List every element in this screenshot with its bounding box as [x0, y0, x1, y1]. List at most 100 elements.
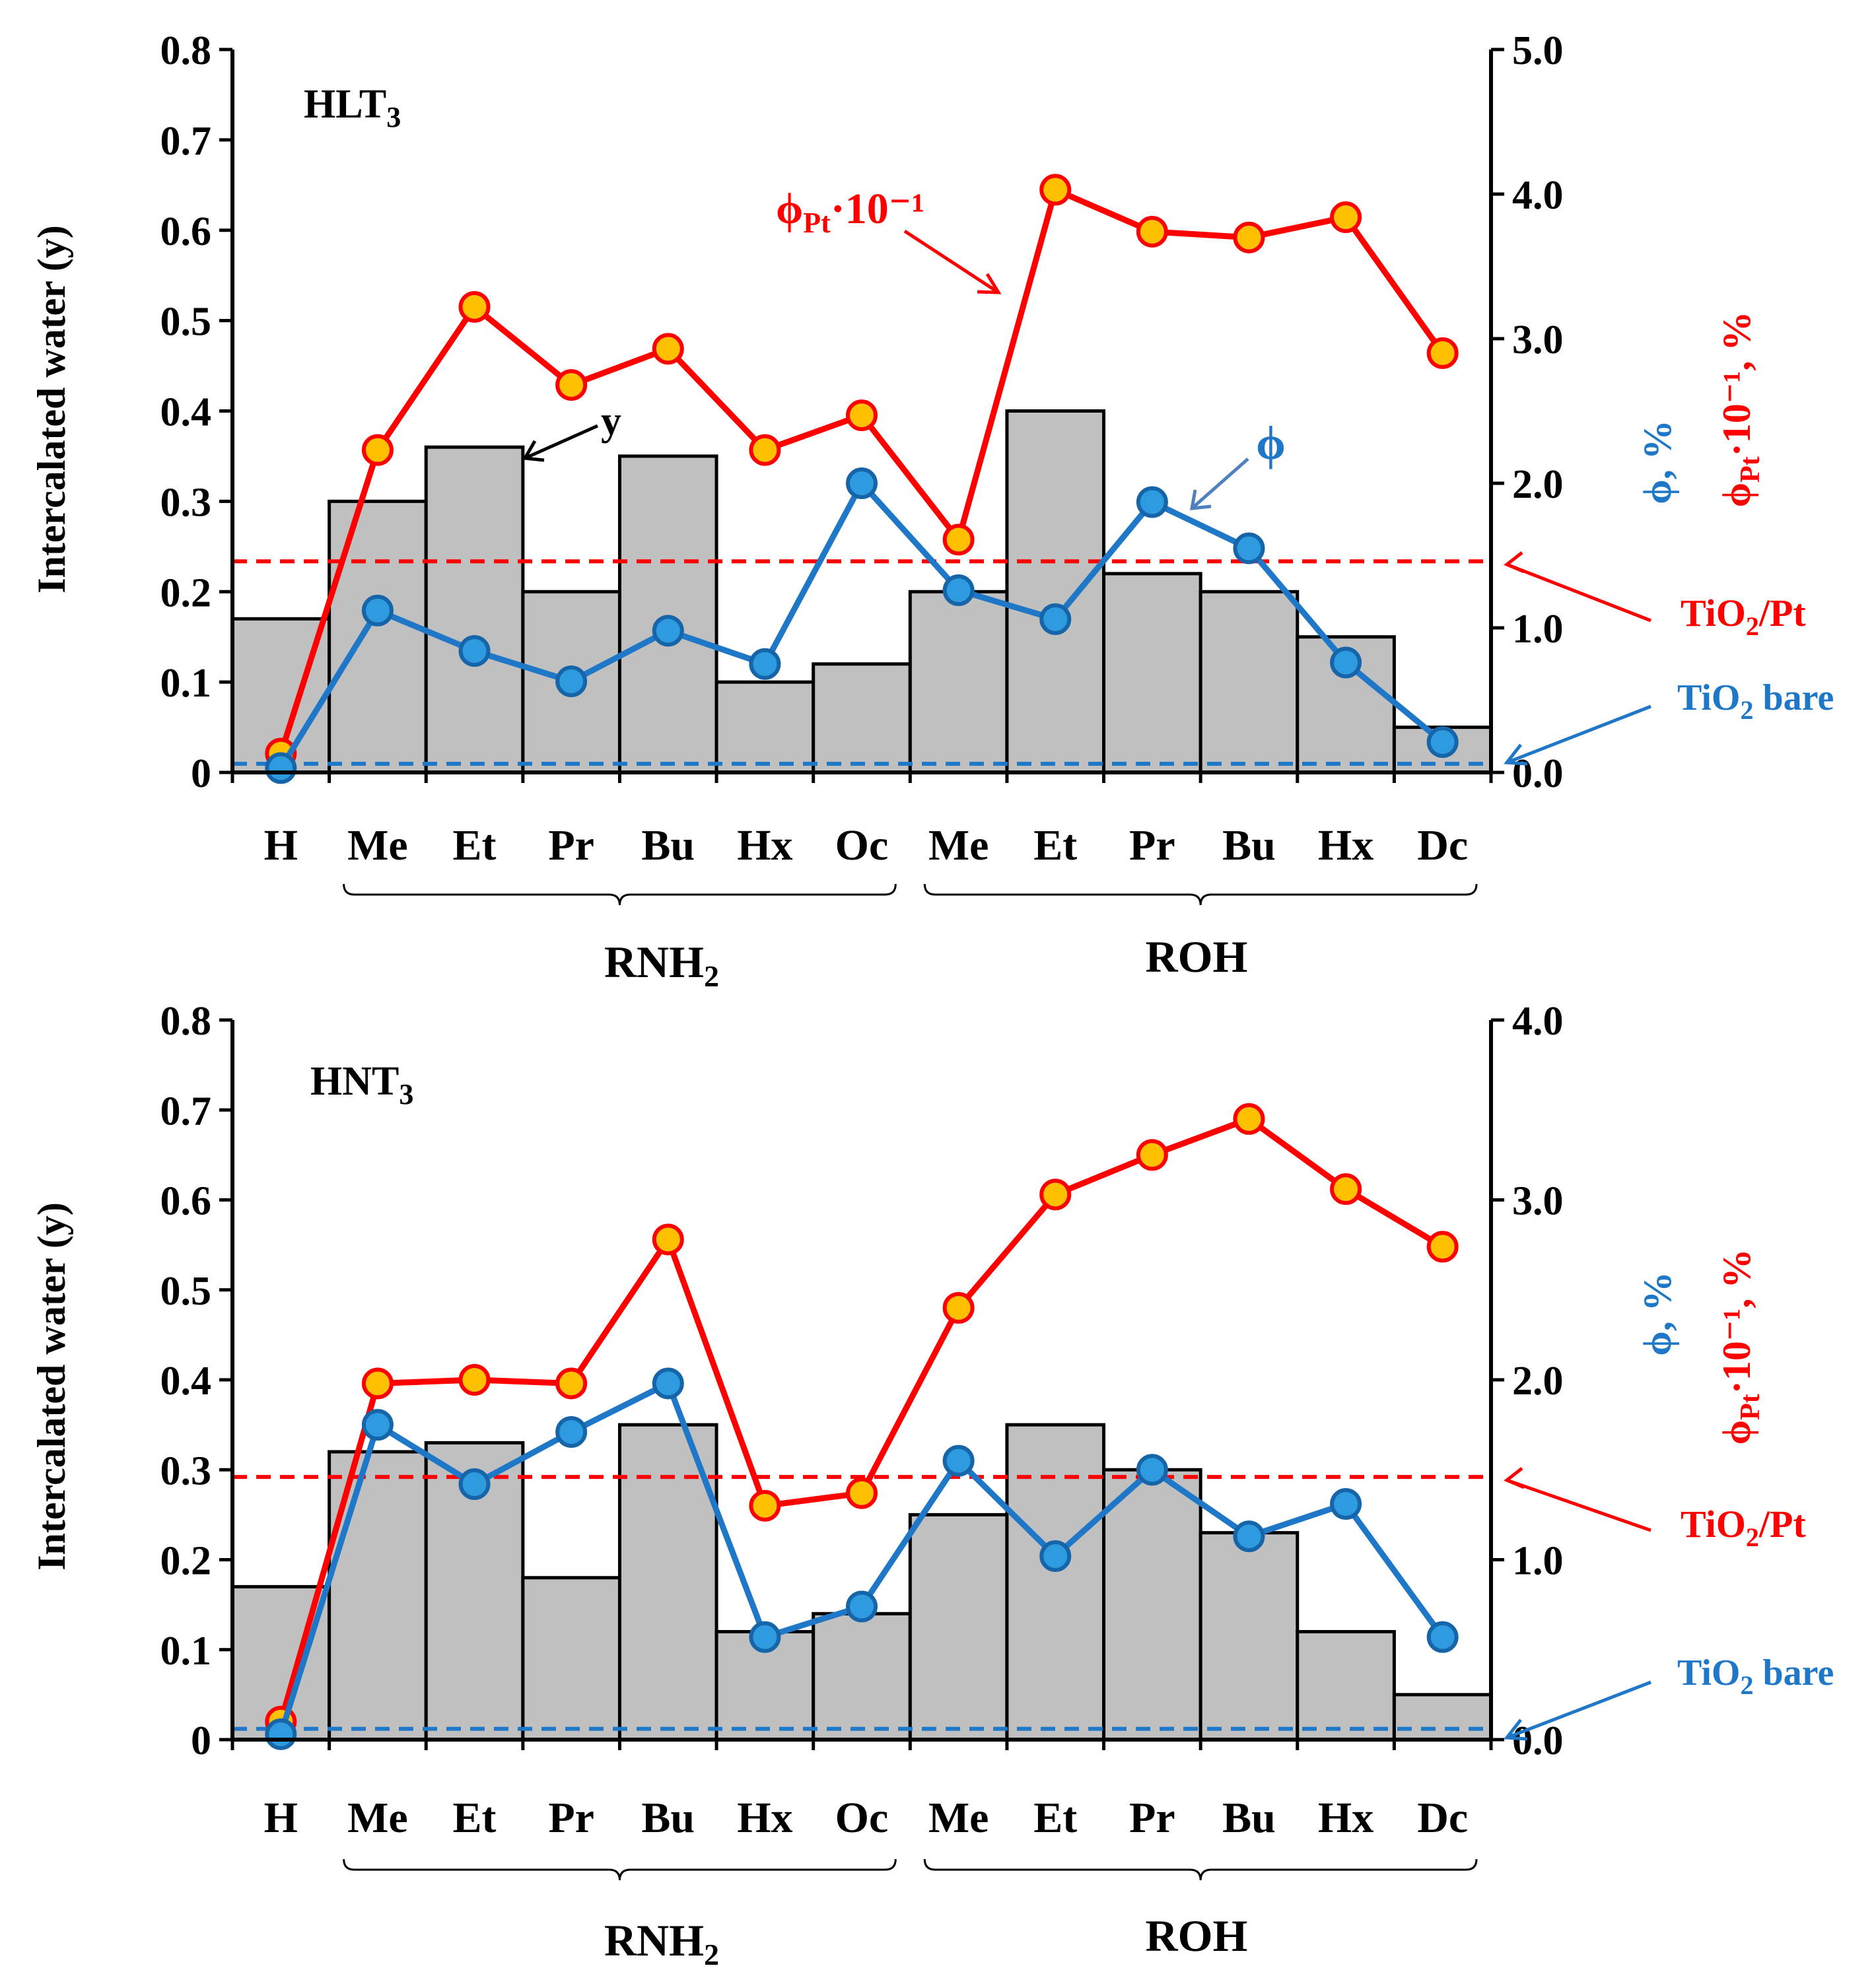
annotation-tio2bare: TiO2 bare — [1677, 1652, 1834, 1700]
phi-pt-point-8 — [1039, 174, 1072, 206]
category-label-9: Pr — [1129, 821, 1175, 869]
bar-hx-11 — [1296, 1630, 1396, 1742]
annotation-tio2pt-arrow — [1506, 562, 1651, 623]
category-label-9: Pr — [1129, 1794, 1175, 1842]
bar-bu-10 — [1199, 1531, 1300, 1742]
phi-pt-point-10 — [1233, 1103, 1265, 1135]
phi-point-0 — [265, 1718, 297, 1750]
annotation-tio2bare-arrow — [1506, 1680, 1651, 1740]
y-axis-left-label: Intercalated water (y) — [30, 1202, 73, 1571]
phi-pt-point-7 — [942, 524, 975, 556]
y-tick-label-left: 0.5 — [160, 1269, 212, 1314]
y-tick-label-left: 0.8 — [160, 28, 212, 73]
panel-label: HNT3 — [310, 1059, 413, 1110]
category-label-5: Hx — [737, 821, 792, 869]
phi-point-5 — [749, 648, 781, 680]
bar-me-7 — [908, 590, 1009, 774]
y-tick-label-left: 0.1 — [160, 1629, 212, 1674]
category-label-8: Et — [1033, 821, 1077, 869]
phi-pt-point-5 — [749, 1489, 781, 1522]
y-axis-phi-label: ϕ, % — [1636, 420, 1679, 504]
category-labels: H Me Et Pr Bu Hx Oc Me Et Pr Bu Hx Dc — [264, 821, 1469, 869]
phi-pt-point-4 — [652, 333, 684, 365]
y-tick-label-left: 0.7 — [160, 1089, 212, 1134]
phi-point-4 — [652, 1367, 684, 1400]
phi-point-7 — [942, 1445, 975, 1477]
bar-dc-12 — [1392, 1693, 1493, 1742]
axes: 00.10.20.30.40.50.60.70.80.01.02.03.04.0 — [160, 999, 1564, 1763]
phi-point-8 — [1039, 603, 1072, 635]
annotation-phi-arrow — [1191, 458, 1249, 510]
category-label-10: Bu — [1222, 1794, 1276, 1842]
bar-et-8 — [1005, 1423, 1106, 1742]
annotation-tio2pt-arrowhead — [1504, 551, 1525, 574]
phi-point-3 — [555, 665, 588, 698]
phi-pt-point-3 — [555, 369, 588, 401]
phi-pt-point-5 — [749, 434, 781, 466]
y-tick-label-right: 3.0 — [1512, 318, 1564, 362]
bar-et-2 — [424, 445, 525, 774]
annotation-tio2pt: TiO2/Pt — [1681, 592, 1806, 641]
annotation-y-arrow — [524, 424, 599, 460]
phi-pt-point-6 — [846, 1477, 878, 1509]
reference-lines — [232, 1475, 1491, 1731]
annotation-tio2bare-arrowhead — [1504, 743, 1528, 766]
series-phi — [265, 1367, 1459, 1750]
group-brackets — [343, 1858, 1478, 1881]
bar-pr-3 — [521, 1576, 621, 1742]
bracket-roh — [923, 1858, 1478, 1881]
phi-point-2 — [458, 635, 491, 667]
category-label-12: Dc — [1417, 821, 1468, 869]
phi-point-11 — [1330, 646, 1362, 679]
category-labels: H Me Et Pr Bu Hx Oc Me Et Pr Bu Hx Dc — [264, 1794, 1469, 1842]
y-tick-label-left: 0.6 — [160, 1179, 212, 1224]
bar-hx-5 — [714, 680, 816, 774]
group-brackets — [343, 883, 1478, 906]
bar-me-1 — [328, 499, 428, 774]
category-label-5: Hx — [737, 1794, 792, 1842]
category-label-6: Oc — [835, 1794, 889, 1842]
category-label-7: Me — [928, 1794, 989, 1842]
y-tick-label-left: 0.4 — [160, 1359, 212, 1404]
category-label-3: Pr — [548, 1794, 594, 1842]
phi-pt-point-4 — [652, 1223, 684, 1256]
bar-oc-6 — [812, 662, 912, 774]
phi-pt-point-1 — [361, 1367, 394, 1400]
series-phi-pt — [265, 174, 1459, 770]
bracket-roh — [923, 883, 1478, 906]
y-tick-label-right: 5.0 — [1512, 28, 1564, 73]
bracket-rnh2 — [343, 1858, 897, 1881]
annotation-phipt-arrowhead — [977, 273, 1002, 294]
annotation-phi: ϕ — [1256, 417, 1286, 469]
category-label-2: Et — [453, 821, 497, 869]
category-label-7: Me — [928, 821, 989, 869]
y-tick-label-left: 0.3 — [160, 480, 212, 525]
category-label-3: Pr — [548, 821, 594, 869]
annotation-tio2pt-arrowhead — [1504, 1467, 1525, 1489]
reference-lines — [232, 559, 1491, 766]
series-phi — [265, 467, 1459, 784]
y-tick-label-left: 0.1 — [160, 661, 212, 706]
phi-point-10 — [1233, 532, 1265, 564]
group-label-rnh2: RNH2 — [604, 937, 719, 993]
category-label-8: Et — [1033, 1794, 1077, 1842]
phi-pt-point-2 — [458, 290, 491, 323]
group-label-rnh2: RNH2 — [604, 1915, 719, 1971]
y-tick-label-left: 0.6 — [160, 209, 212, 254]
category-label-1: Me — [347, 1794, 408, 1842]
category-label-11: Hx — [1318, 1794, 1373, 1842]
axes: 00.10.20.30.40.50.60.70.80.01.02.03.04.0… — [160, 28, 1564, 796]
y-tick-label-left: 0.5 — [160, 300, 212, 345]
y-tick-label-right: 2.0 — [1512, 1359, 1564, 1404]
y-tick-label-left: 0.4 — [160, 390, 212, 435]
phi-pt-point-2 — [458, 1364, 491, 1396]
phi-point-11 — [1330, 1488, 1362, 1520]
phi-pt-point-12 — [1426, 1231, 1459, 1263]
phi-pt-point-9 — [1136, 215, 1168, 248]
annotation-tio2pt-arrow — [1506, 1478, 1651, 1532]
category-label-10: Bu — [1222, 821, 1276, 869]
category-label-0: H — [264, 821, 298, 869]
panel-hlt3: 00.10.20.30.40.50.60.70.80.01.02.03.04.0… — [30, 28, 1834, 993]
y-tick-label-left: 0 — [191, 1719, 211, 1763]
category-label-11: Hx — [1318, 821, 1373, 869]
